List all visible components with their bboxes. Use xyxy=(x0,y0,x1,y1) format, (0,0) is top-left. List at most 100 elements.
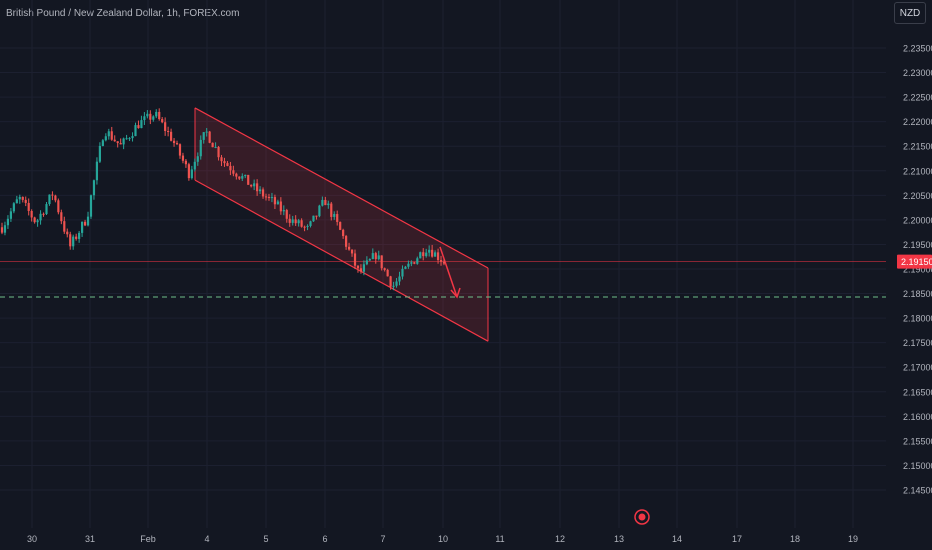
candle-body xyxy=(187,164,190,179)
price-tick-label: 2.17500 xyxy=(903,338,932,348)
price-tick-label: 2.16500 xyxy=(903,387,932,397)
time-tick-label: Feb xyxy=(140,534,156,544)
candle-body xyxy=(211,142,214,148)
candle-body xyxy=(241,176,244,179)
chart-grid xyxy=(0,0,886,528)
candle-body xyxy=(193,161,196,170)
candle-body xyxy=(436,252,440,261)
channel-fill xyxy=(195,107,488,342)
candle-body xyxy=(312,215,315,222)
candle-body xyxy=(75,236,78,239)
candle-body xyxy=(342,229,345,237)
time-tick-label: 7 xyxy=(380,534,385,544)
candle-body xyxy=(336,214,339,222)
price-tick-label: 2.20500 xyxy=(903,191,932,201)
currency-button[interactable]: NZD xyxy=(894,2,926,24)
candle-body xyxy=(83,221,87,226)
candle-body xyxy=(422,252,425,257)
candle-body xyxy=(80,221,84,233)
time-tick-label: 5 xyxy=(263,534,268,544)
candle-body xyxy=(57,200,60,213)
candle-body xyxy=(282,210,285,212)
candle-body xyxy=(36,220,39,223)
current-price-badge xyxy=(897,254,932,269)
candle-body xyxy=(235,173,238,177)
candle-body xyxy=(256,183,259,192)
time-tick-label: 6 xyxy=(322,534,327,544)
candle-body xyxy=(273,197,277,205)
candle-body xyxy=(101,140,104,146)
candle-body xyxy=(63,221,66,232)
symbol-title: British Pound / New Zealand Dollar, 1h, … xyxy=(6,8,240,19)
candle-body xyxy=(143,116,146,121)
candle-body xyxy=(30,210,33,218)
candle-body xyxy=(214,146,217,148)
price-tick-label: 2.14500 xyxy=(903,486,932,496)
candle-body xyxy=(149,113,152,120)
candle-body xyxy=(199,139,202,157)
candle-body xyxy=(125,138,128,140)
candle-body xyxy=(330,203,333,217)
candle-body xyxy=(345,236,348,247)
candle-body xyxy=(368,259,371,261)
candle-body xyxy=(431,249,434,257)
candle-body xyxy=(66,231,69,235)
candle-body xyxy=(264,196,268,198)
candle-body xyxy=(442,261,446,264)
channel-upper-line xyxy=(194,107,489,269)
time-tick-label: 17 xyxy=(732,534,742,544)
candle-body xyxy=(324,199,327,206)
price-tick-label: 2.22500 xyxy=(903,93,932,103)
price-tick-label: 2.23000 xyxy=(903,68,932,78)
candle-body xyxy=(110,131,113,140)
price-tick-label: 2.16000 xyxy=(903,412,932,422)
candle-body xyxy=(321,199,324,206)
candle-body xyxy=(208,131,211,143)
candle-body xyxy=(267,196,271,198)
candle-body xyxy=(300,220,303,227)
candle-body xyxy=(0,227,4,233)
current-price-label: 2.19150 xyxy=(901,257,932,267)
candle-body xyxy=(392,285,395,287)
candle-body xyxy=(98,145,101,162)
candle-body xyxy=(169,131,173,141)
candle-body xyxy=(3,225,7,233)
candle-body xyxy=(238,176,241,179)
price-tick-label: 2.23500 xyxy=(903,44,932,54)
candle-body xyxy=(172,140,176,144)
candle-body xyxy=(15,199,18,204)
candle-body xyxy=(78,232,81,239)
candle-body xyxy=(353,253,357,266)
candle-body xyxy=(276,201,279,205)
candle-body xyxy=(45,204,48,215)
projection-arrow-head xyxy=(450,287,461,299)
candle-body xyxy=(6,218,10,226)
candle-body xyxy=(244,174,247,177)
candle-body xyxy=(178,144,182,156)
candle-body xyxy=(333,214,336,217)
candle-body xyxy=(226,163,229,166)
candle-body xyxy=(434,252,437,257)
price-tick-label: 2.18500 xyxy=(903,289,932,299)
candle-body xyxy=(416,258,419,264)
candle-body xyxy=(270,197,274,199)
price-tick-label: 2.19500 xyxy=(903,240,932,250)
candle-body xyxy=(223,161,226,164)
price-tick-label: 2.19000 xyxy=(903,265,932,275)
price-tick-label: 2.15500 xyxy=(903,436,932,446)
candle-body xyxy=(107,131,110,137)
candle-body xyxy=(175,143,179,145)
candle-body xyxy=(54,195,57,201)
candle-body xyxy=(383,268,386,270)
candle-body xyxy=(395,281,398,286)
candle-body xyxy=(279,201,282,212)
price-tick-label: 2.21500 xyxy=(903,142,932,152)
candle-body xyxy=(119,142,122,145)
candle-body xyxy=(362,264,366,272)
candle-body xyxy=(95,161,99,181)
candle-body xyxy=(33,217,36,223)
candle-body xyxy=(356,265,360,269)
price-tick-label: 2.17000 xyxy=(903,363,932,373)
